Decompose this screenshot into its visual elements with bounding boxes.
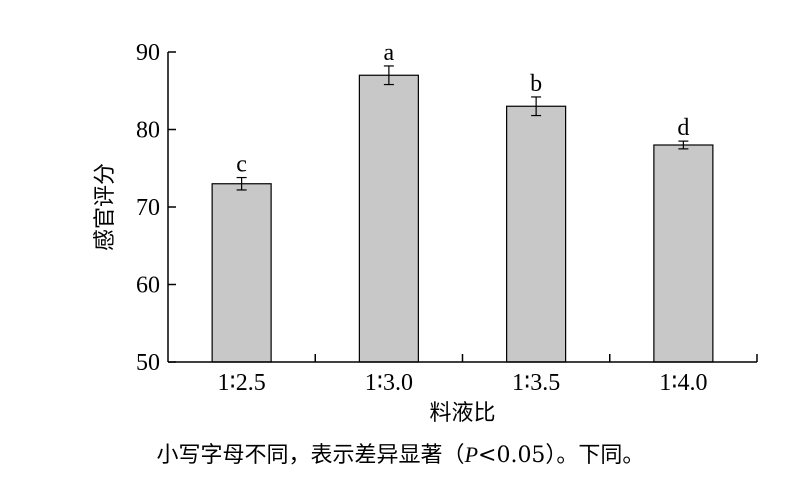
x-tick-label: 1∶4.0 [659,370,707,396]
y-tick-label: 50 [136,350,160,376]
bar [358,74,419,363]
caption-text-before: 小写字母不同，表示差异显著（ [156,443,465,468]
significance-letters: c a b d [236,40,689,178]
x-tick-label: 1∶3.0 [365,370,413,396]
figure-caption: 小写字母不同，表示差异显著（P<0.05）。下同。 [0,437,801,469]
y-axis-ticks: 50 60 70 80 90 [136,40,176,376]
significance-letter: d [677,115,689,141]
significance-letter: a [384,40,395,66]
y-axis-title: 感官评分 [93,163,118,251]
significance-letter: c [236,152,247,178]
caption-text-after: <0.05）。下同。 [478,443,645,468]
x-tick-label: 1∶2.5 [218,370,266,396]
x-axis-ticks: 1∶2.5 1∶3.0 1∶3.5 1∶4.0 [218,354,758,396]
y-tick-label: 80 [136,118,160,144]
bar [653,144,714,363]
significance-letter: b [530,71,542,97]
x-tick-label: 1∶3.5 [512,370,560,396]
x-axis-title: 料液比 [429,401,495,426]
bar [211,183,272,363]
bar [506,105,567,363]
caption-p-symbol: P [464,442,479,467]
y-tick-label: 70 [136,195,160,221]
bar-chart: 50 60 70 80 90 c a b d 1∶2.5 1∶3.0 1∶3.5 1∶4.0 料液比… [93,40,758,426]
bars [211,74,714,363]
error-bars [236,65,689,191]
y-tick-label: 60 [136,273,160,299]
y-tick-label: 90 [136,40,160,66]
